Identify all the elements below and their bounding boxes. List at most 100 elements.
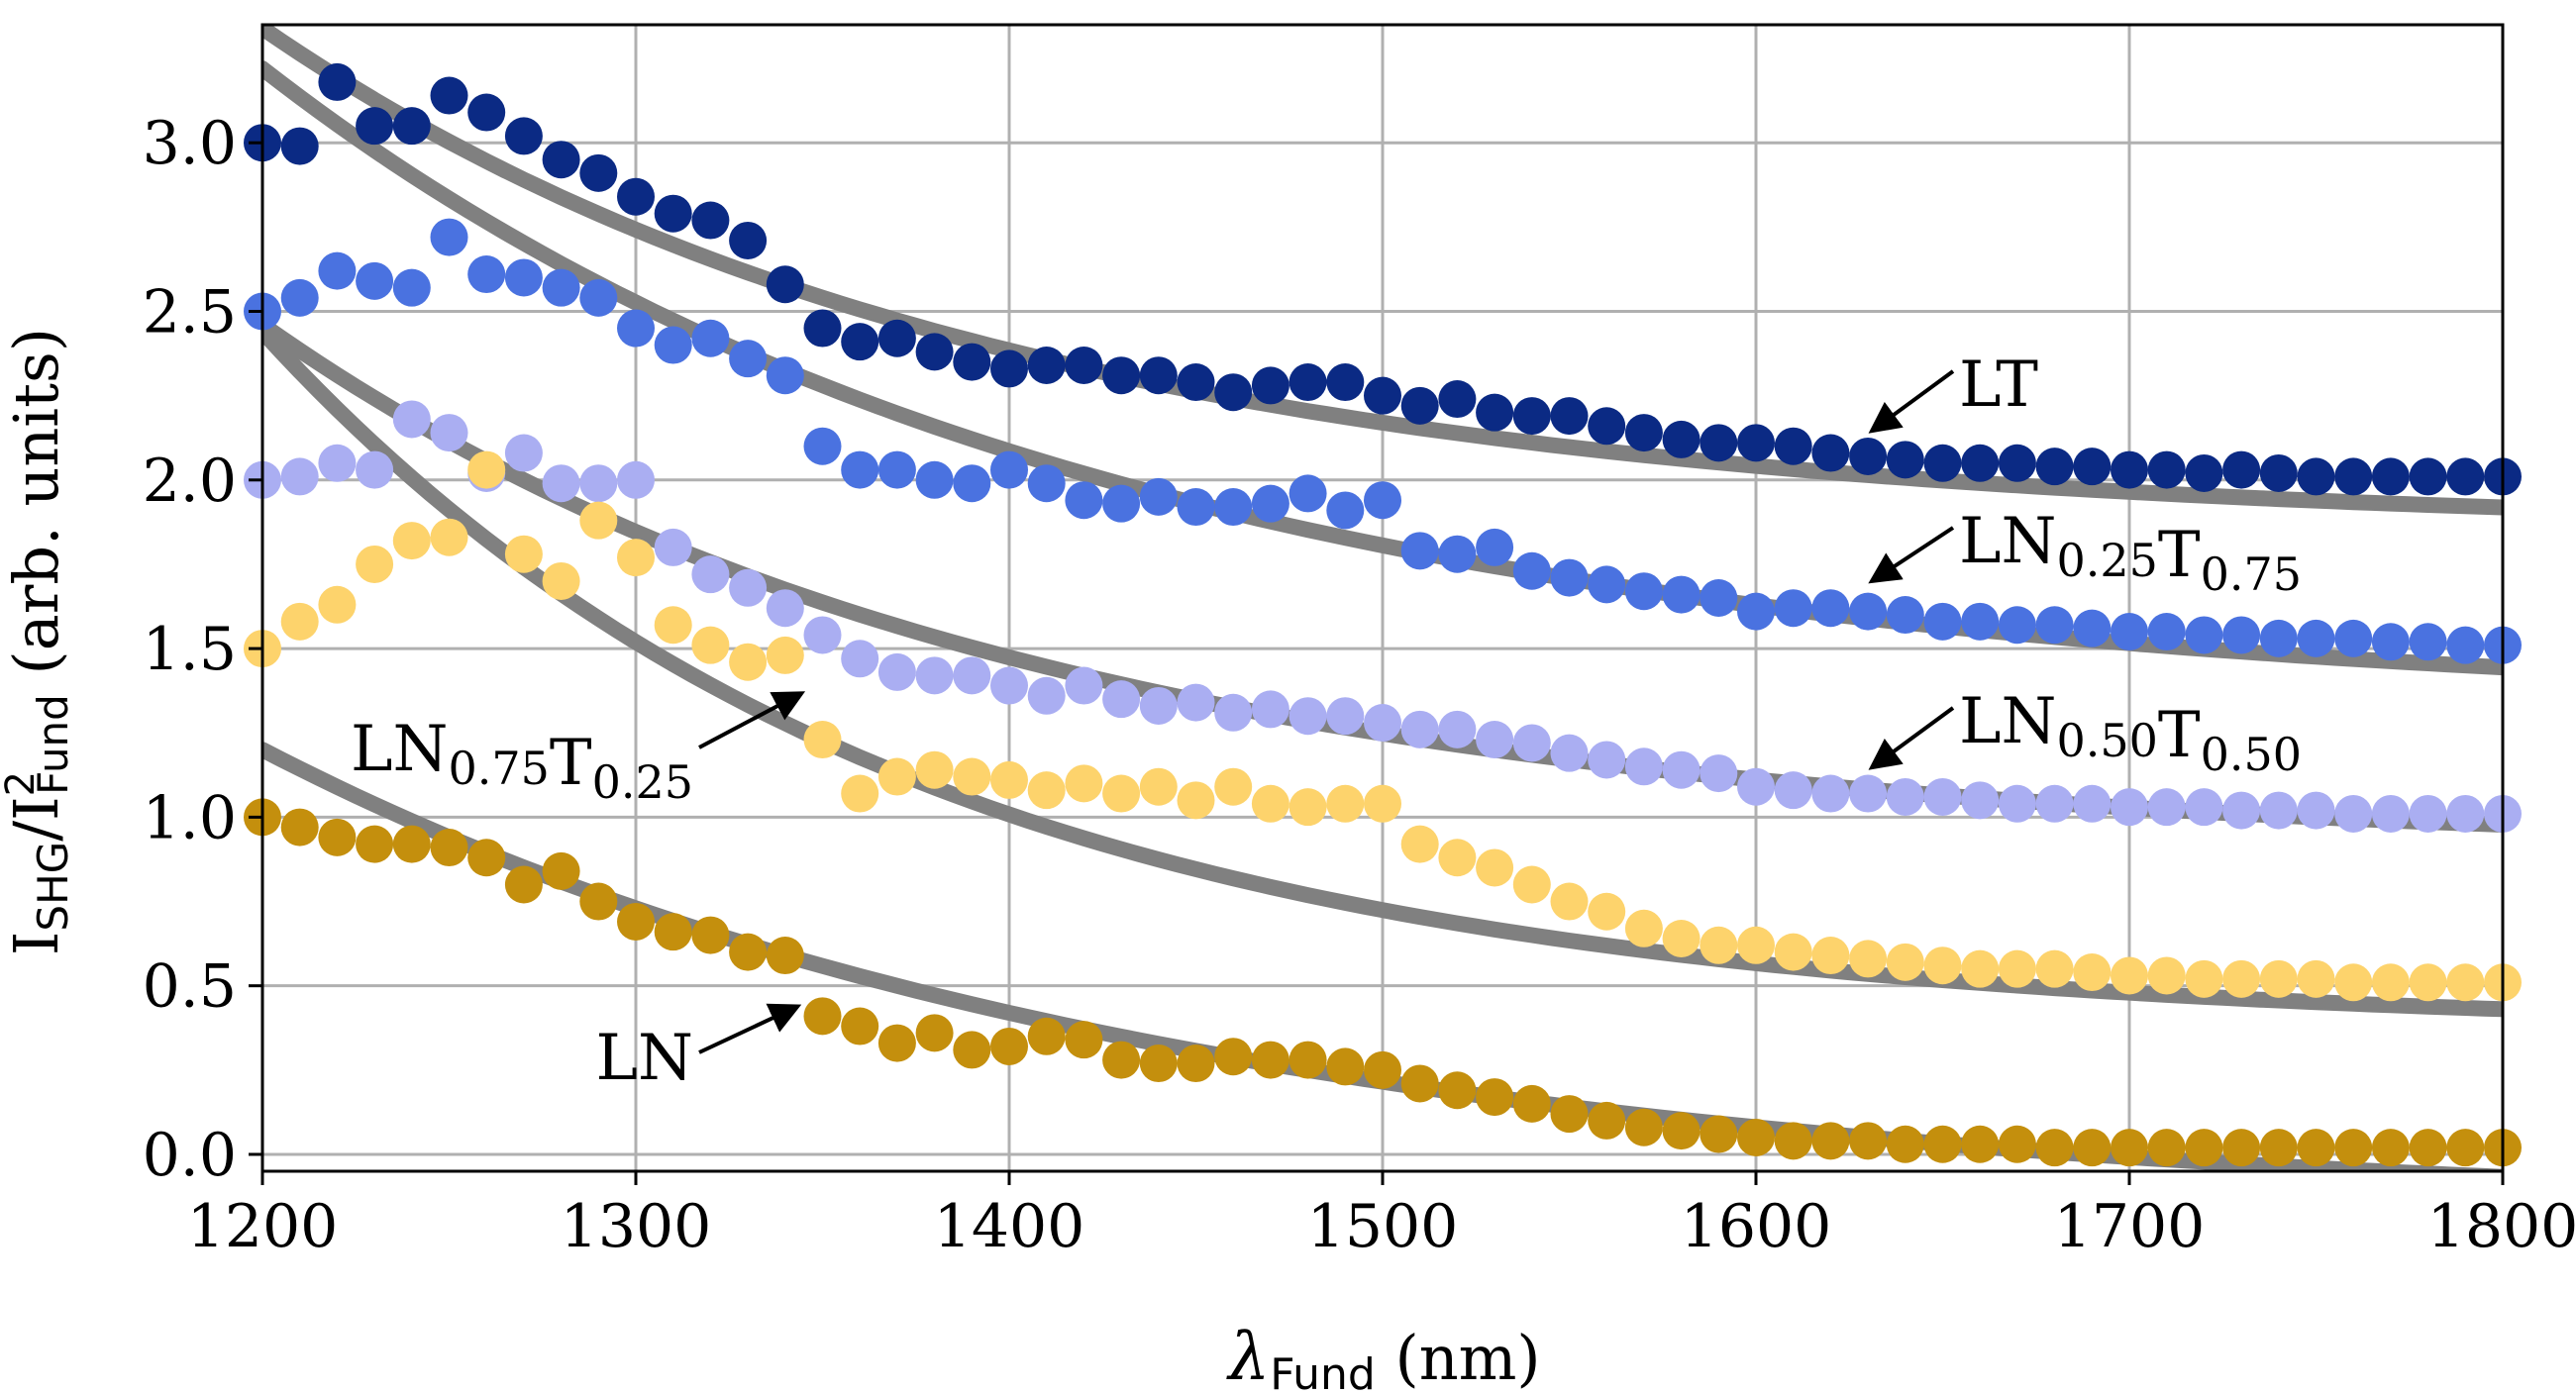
data-point [2185,788,2223,827]
data-point [1700,926,1738,964]
data-point [2073,448,2112,486]
data-point [1624,747,1663,786]
x-axis-title: λFund (nm) [1225,1319,1540,1394]
series-LN [244,798,2522,1167]
data-point [1624,909,1663,947]
data-point [1438,380,1477,419]
data-point [1961,1125,2000,1163]
y-axis-sub1: SHG [29,842,77,932]
data-point [953,656,991,695]
data-point [1512,551,1551,590]
data-point [1400,532,1439,570]
data-point [2371,457,2410,496]
data-point [1438,535,1477,573]
data-point [1588,741,1626,779]
data-point [1214,693,1253,732]
data-point [1476,1078,1514,1117]
data-point [1476,721,1514,759]
data-point [1624,572,1663,611]
data-point [654,606,692,645]
data-point [1737,424,1775,462]
data-point [803,427,842,465]
data-point [1364,784,1401,823]
data-point [2111,1129,2148,1167]
axis-ticks: 1200 1300 1400 1500 1600 1700 1800 0.0 0.5 1.0 1.5… [143,109,2576,1261]
data-point [953,1031,991,1069]
data-point [1438,839,1477,877]
data-point [504,535,543,573]
data-point [1700,424,1738,462]
data-point [2222,791,2261,830]
data-point [1700,579,1738,617]
data-point [1886,943,1924,981]
data-point [2185,453,2223,492]
data-point [1326,697,1365,736]
data-point [617,177,655,216]
y-tick-label: 2.5 [143,278,237,348]
data-point [1139,477,1178,516]
data-point [1102,1041,1141,1079]
data-point [392,400,431,439]
data-point [2409,623,2447,661]
data-point [1065,1021,1103,1059]
data-point [2185,1129,2223,1167]
data-point [1177,683,1215,722]
data-point [542,141,580,179]
data-point [2371,794,2410,833]
data-point [1476,848,1514,887]
data-point [280,278,319,317]
data-point [2446,626,2485,664]
data-point [1588,565,1626,604]
y-tick-label: 2.0 [143,447,237,516]
x-axis-sub: Fund [1270,1349,1376,1394]
data-point [617,460,655,499]
data-point [430,518,468,556]
data-point [953,757,991,796]
data-point [1811,937,1850,975]
data-point [318,251,357,290]
y-tick-label: 1.5 [143,615,237,684]
data-point [1251,484,1289,523]
data-point [691,319,730,357]
annotation-label: LN0.50T0.50 [1959,685,2302,781]
data-point [2035,949,2074,988]
data-point [1027,1017,1066,1055]
data-point [579,882,618,921]
data-point [2147,788,2186,827]
data-point [2297,791,2335,830]
data-point [1961,949,2000,988]
data-point [1512,397,1551,436]
y-axis-slash: /I [0,796,72,841]
annotation-main: T [2158,519,2201,592]
data-point [2409,794,2447,833]
data-point [2035,606,2074,645]
data-point [579,153,618,192]
data-point [2222,450,2261,489]
data-point [1998,949,2036,988]
data-point [280,602,319,641]
data-point [2147,613,2186,651]
data-point [1662,919,1700,957]
data-point [1886,441,1924,479]
data-point [1774,589,1812,628]
data-point [1662,420,1700,458]
data-point [803,616,842,654]
data-point [2073,609,2112,647]
x-axis-symbol: λ [1225,1319,1270,1394]
data-point [542,851,580,890]
data-point [841,1007,879,1046]
data-point [1849,1122,1888,1160]
data-point [877,450,916,489]
data-point [1251,366,1289,405]
data-point [1923,1125,1962,1163]
data-point [877,652,916,691]
data-point [1288,788,1327,827]
data-point [877,757,916,796]
data-point [2147,1129,2186,1167]
data-point [1550,558,1589,597]
data-point [579,464,618,503]
annotation-sub: 0.75 [2201,548,2302,601]
data-point [467,839,506,877]
data-point [2111,788,2148,827]
data-point [504,865,543,904]
